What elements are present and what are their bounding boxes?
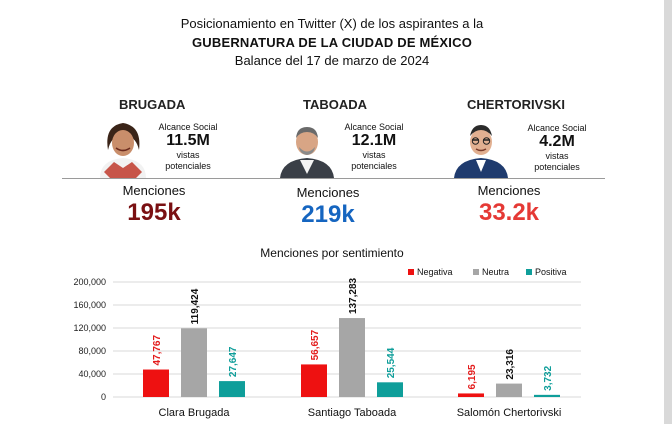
reach-label: Alcance Social (344, 122, 404, 132)
legend-swatch-negativa (408, 269, 414, 275)
bar-neutra (181, 328, 207, 397)
candidate-name-taboada: TABOADA (303, 97, 368, 112)
y-tick-label: 40,000 (78, 369, 106, 379)
legend-swatch-neutra (473, 269, 479, 275)
reach-value: 11.5M (166, 132, 210, 149)
reach-value: 4.2M (539, 133, 575, 150)
brugada-photo (94, 116, 152, 178)
reach-sub-2: potenciales (351, 161, 397, 171)
data-label: 47,767 (152, 335, 163, 366)
chertorivski-photo (452, 116, 510, 178)
right-edge-strip (664, 0, 672, 424)
bar-positiva (219, 381, 245, 397)
bar-negativa (458, 393, 484, 397)
y-tick-label: 160,000 (73, 300, 106, 310)
taboada-mentions-label: Menciones (296, 185, 360, 200)
data-label: 3,732 (543, 365, 554, 390)
reach-sub-1: vistas (176, 150, 200, 160)
legend-swatch-positiva (526, 269, 532, 275)
header-line-1: Posicionamiento en Twitter (X) de los as… (180, 16, 484, 31)
bar-negativa (143, 369, 169, 397)
data-label: 6,195 (467, 364, 478, 389)
section-divider (62, 178, 605, 179)
bar-negativa (301, 364, 327, 397)
legend-label: Negativa (417, 267, 453, 277)
brugada-reach: Alcance Social 11.5M vistas potenciales (128, 122, 248, 172)
reach-label: Alcance Social (158, 122, 218, 132)
x-category-label: Clara Brugada (159, 407, 231, 419)
reach-sub-1: vistas (362, 150, 386, 160)
taboada-photo (278, 116, 336, 178)
data-label: 27,647 (228, 346, 239, 377)
data-label: 23,316 (505, 349, 516, 380)
data-label: 119,424 (190, 288, 201, 324)
data-label: 25,544 (386, 347, 397, 378)
data-label: 137,283 (348, 277, 359, 314)
bar-neutra (339, 318, 365, 397)
y-tick-label: 120,000 (73, 323, 106, 333)
legend-label: Neutra (482, 267, 509, 277)
reach-sub-2: potenciales (534, 162, 580, 172)
taboada-mentions-value: 219k (301, 201, 355, 228)
chertorivski-mentions-label: Menciones (477, 183, 541, 198)
brugada-mentions-label: Menciones (122, 183, 186, 198)
candidate-name-chertorivski: CHERTORIVSKI (467, 97, 565, 112)
y-tick-label: 0 (101, 392, 106, 402)
candidate-name-brugada: BRUGADA (119, 97, 186, 112)
reach-sub-1: vistas (545, 151, 569, 161)
x-category-label: Salomón Chertorivski (457, 407, 562, 419)
bar-positiva (377, 382, 403, 397)
bar-positiva (534, 394, 560, 397)
y-tick-label: 200,000 (73, 277, 106, 287)
reach-label: Alcance Social (527, 123, 587, 133)
legend-label: Positiva (535, 267, 567, 277)
header-date: Balance del 17 de marzo de 2024 (234, 53, 430, 68)
reach-sub-2: potenciales (165, 161, 211, 171)
chertorivski-reach: Alcance Social 4.2M vistas potenciales (497, 123, 617, 173)
data-label: 56,657 (310, 329, 321, 360)
chart-title: Menciones por sentimiento (260, 246, 404, 260)
bar-neutra (496, 383, 522, 397)
reach-value: 12.1M (351, 132, 397, 149)
chertorivski-mentions-value: 33.2k (478, 199, 540, 226)
brugada-mentions-value: 195k (127, 199, 181, 226)
taboada-reach: Alcance Social 12.1M vistas potenciales (314, 122, 434, 172)
x-category-label: Santiago Taboada (308, 407, 397, 419)
header-title: GUBERNATURA DE LA CIUDAD DE MÉXICO (191, 35, 473, 50)
y-tick-label: 80,000 (78, 346, 106, 356)
